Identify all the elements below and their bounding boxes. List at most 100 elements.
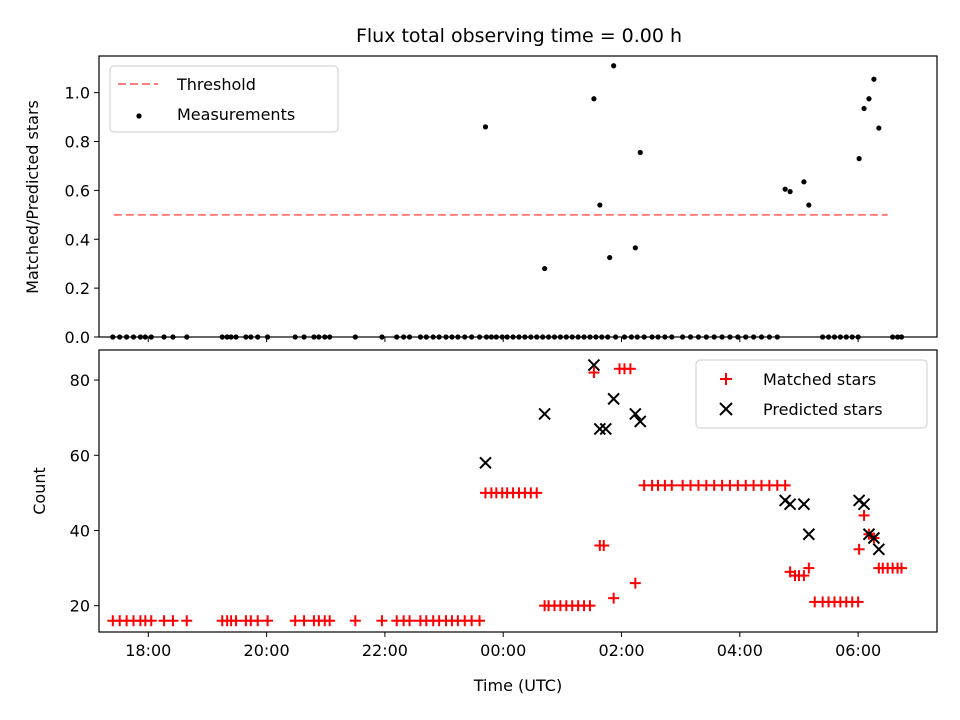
matched-star-point [666,479,678,491]
measurement-point [611,63,617,69]
predicted-star-point [872,543,886,556]
bottom-legend-box [695,359,928,429]
measurement-point [542,265,548,272]
measurement-point [876,125,882,131]
predicted-star-point [607,392,620,406]
measurement-point [632,245,638,251]
matched-star-point [853,543,865,555]
top-y-tick-label: 0.4 [65,230,90,249]
predicted-legend-swatch [719,402,733,416]
matched-star-point [252,615,264,627]
bottom-x-tick-label: 06:00 [835,641,881,660]
bottom-x-tick-label: 20:00 [244,641,290,660]
bottom-data-layer [107,358,908,627]
matched-star-point [298,615,310,627]
matched-star-point [584,600,596,612]
matched-legend-swatch [720,373,732,385]
measurement-point [787,189,793,195]
matched-star-point [779,479,791,491]
bottom-x-tick-label: 22:00 [362,641,408,660]
matched-star-point [474,615,486,627]
bottom-y-tick-label: 80 [70,371,90,390]
bottom-legend: Matched stars Predicted stars [695,359,928,429]
top-axes-frame [98,55,938,338]
measurement-point [607,254,613,261]
matched-star-point [629,577,641,589]
top-y-tick-label: 0.8 [65,133,90,152]
measurement-point [806,202,812,208]
measurement-point [597,202,603,208]
measurement-point [637,149,643,156]
matched-star-point [262,615,274,627]
bottom-y-tick-label: 40 [70,521,90,540]
top-legend: Threshold Measurements [109,65,339,133]
predicted-star-point [587,358,601,372]
matched-star-point [798,570,810,582]
top-legend-box [109,65,339,133]
matched-star-point [230,615,242,627]
bottom-x-axis: 18:00 20:00 22:00 00:00 02:00 04:00 06:00 [125,632,881,660]
matched-star-point [349,615,361,627]
matched-star-point [858,509,870,521]
predicted-star-point [867,531,881,545]
threshold-legend-label: Threshold [176,75,256,94]
matched-star-point [531,487,543,499]
top-y-axis-label: Matched/Predicted stars [23,100,42,294]
top-y-tick-label: 0.0 [65,328,90,347]
top-y-axis: 0.0 0.2 0.4 0.6 0.8 1.0 [65,84,99,347]
predicted-star-point [783,497,797,511]
matched-star-point [145,615,157,627]
bottom-x-tick-label: 00:00 [480,641,526,660]
bottom-y-tick-label: 60 [70,446,90,465]
predicted-legend-label: Predicted stars [763,400,883,419]
top-y-tick-label: 1.0 [65,84,90,103]
bottom-plot-area: 20 40 60 80 18:00 20:00 22:00 00:00 02:00 04:00 0… [70,349,938,660]
bottom-x-axis-label: Time (UTC) [473,676,562,695]
matched-star-point [588,367,600,379]
predicted-star-point [797,497,811,511]
matched-star-point [404,615,416,627]
matched-star-point [608,592,620,604]
measurement-point [856,156,862,162]
matched-star-point [181,615,193,627]
top-y-tick-label: 0.2 [65,279,90,298]
predicted-star-point [629,407,642,421]
measurement-point [801,179,807,185]
predicted-star-point [634,415,647,428]
measurement-point [866,96,872,102]
matched-star-point [167,615,179,627]
measurements-legend-swatch [136,113,142,119]
predicted-star-point [599,422,612,436]
predicted-star-point [538,407,551,421]
matched-star-point [896,562,908,574]
bottom-y-tick-label: 20 [70,597,90,616]
measurements-legend-label: Measurements [177,105,295,124]
bottom-axes-frame [98,349,938,633]
measurement-point [871,76,877,82]
measurement-point [591,96,597,102]
matched-star-point [852,596,864,608]
matched-star-point [803,562,815,574]
bottom-x-tick-label: 02:00 [598,641,644,660]
predicted-star-point [857,497,871,511]
matched-star-point [376,615,388,627]
measurement-point [782,186,788,192]
bottom-x-tick-label: 04:00 [717,641,763,660]
matched-legend-label: Matched stars [763,370,876,389]
bottom-x-tick-label: 18:00 [125,641,171,660]
top-chart-title: Flux total observing time = 0.00 h [356,25,682,47]
matched-star-point [624,363,636,375]
measurement-point [861,105,867,112]
top-plot-area: 0.0 0.2 0.4 0.6 0.8 1.0 [65,55,938,347]
top-x-tick-marks [147,337,859,342]
matched-star-point [598,540,610,552]
predicted-star-point [802,528,816,541]
predicted-star-point [479,456,492,470]
bottom-y-axis: 20 40 60 80 [70,371,99,616]
bottom-y-axis-label: Count [30,467,49,515]
predicted-star-point [593,422,607,436]
top-y-tick-label: 0.6 [65,181,90,200]
measurement-point [482,124,489,130]
matched-star-point [324,615,336,627]
